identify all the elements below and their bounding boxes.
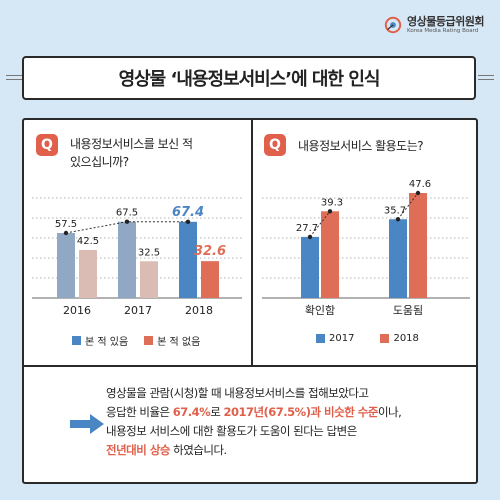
summary-line-2-mid: 로 [210, 405, 224, 419]
chart1-value-label-2017-not-seen: 32.5 [138, 247, 160, 258]
legend-item-2018: 2018 [380, 333, 419, 344]
chart2-trend-line-confirmed [309, 211, 331, 238]
chart2-category-label-helpful: 도움됨 [393, 304, 423, 317]
brand-name-ko: 영상물등급위원회 [407, 15, 484, 28]
chart2-trend-line-helpful [397, 192, 419, 220]
kmrb-logo-icon [384, 17, 402, 34]
legend-swatch-2017 [316, 334, 325, 343]
chart1-category-label-2017: 2017 [124, 304, 152, 317]
chart1-trend-point-1 [124, 219, 130, 224]
chart1-category-label-2016: 2016 [63, 304, 91, 317]
chart2-legend: 2017 2018 [316, 333, 419, 344]
chart1-trend-point-2 [185, 219, 191, 225]
chart1-bar-2017-seen [118, 221, 136, 298]
summary-line-2-post: 이나, [377, 405, 402, 419]
chart1-value-label-2018-seen: 67.4 [172, 205, 204, 220]
summary-line-2-pre: 응답한 비율은 [106, 405, 173, 419]
legend-swatch-seen [72, 336, 81, 345]
panel-divider-vertical [251, 120, 253, 365]
title-rail-right [478, 75, 494, 80]
q2-badge: Q [264, 134, 286, 156]
page-title: 영상물 ‘내용정보서비스’에 대한 인식 [118, 69, 381, 90]
chart1-value-label-2016-not-seen: 42.5 [77, 236, 99, 247]
chart1-bar-2018-not-seen [201, 261, 219, 298]
chart2-value-label-confirmed-2017: 27.7 [296, 223, 318, 234]
chart2-trend-point-confirmed-1 [327, 209, 333, 214]
chart2-category-label-confirmed: 확인함 [305, 304, 335, 317]
right-arrow-icon [70, 414, 104, 434]
chart1-bar-2018-seen [179, 221, 197, 298]
chart1-value-label-2017-seen: 67.5 [116, 208, 138, 219]
summary-line-2: 응답한 비율은 67.4%로 2017년(67.5%)과 비슷한 수준이나, [106, 403, 466, 422]
chart1-bar-2017-not-seen [140, 261, 158, 298]
chart1-legend: 본 적 있음 본 적 없음 [72, 333, 200, 348]
chart2-bar-confirmed-2018 [321, 211, 339, 298]
q1-line-1: 내용정보서비스를 보신 적 [70, 137, 193, 151]
legend-swatch-2018 [380, 334, 390, 343]
q2-question: 내용정보서비스 활용도는? [298, 137, 424, 155]
chart1-category-label-2018: 2018 [185, 304, 213, 317]
legend-label-not-seen: 본 적 없음 [157, 337, 201, 348]
brand: 영상물등급위원회 Korea Media Rating Board [384, 16, 484, 35]
q1-badge: Q [36, 134, 58, 156]
chart1-bar-2016-not-seen [79, 249, 97, 298]
chart1-trend-point-0 [63, 230, 69, 236]
main-card: Q 내용정보서비스를 보신 적 있으십니까? Q 내용정보서비스 활용도는? 5… [22, 118, 478, 484]
title-rail-left [6, 75, 22, 80]
chart2-trend-point-confirmed-0 [307, 234, 313, 240]
chart1-value-label-2016-seen: 57.5 [55, 219, 77, 230]
chart2-value-label-confirmed-2018: 39.3 [321, 197, 343, 208]
summary-line-4: 전년대비 상승 하였습니다. [106, 441, 466, 460]
chart1-value-label-2018-not-seen: 32.6 [194, 244, 226, 259]
legend-label-2018: 2018 [393, 333, 419, 344]
chart2-bar-helpful-2018 [409, 193, 427, 298]
summary-line-1: 영상물을 관람(시청)할 때 내용정보서비스를 접해보았다고 [106, 386, 369, 400]
legend-label-2017: 2017 [329, 333, 355, 344]
brand-name-en: Korea Media Rating Board [407, 28, 479, 34]
legend-item-not-seen: 본 적 없음 [144, 333, 200, 348]
charts-svg: 57.542.5 2016 67.5 32.5 2017 67.4 32.6 2018 27.7… [32, 179, 470, 317]
legend-item-2017: 2017 [316, 333, 354, 344]
q1-line-2: 있으십니까? [70, 155, 129, 169]
chart2-bar-confirmed-2017 [301, 236, 319, 298]
summary-highlight-similar: 2017년(67.5%)과 비슷한 수준 [223, 405, 378, 419]
chart1-trend-line [65, 221, 189, 234]
panel-divider-horizontal [24, 365, 476, 367]
legend-swatch-not-seen [144, 336, 154, 345]
legend-item-seen: 본 적 있음 [72, 333, 128, 348]
summary-highlight-rise: 전년대비 상승 [106, 443, 170, 457]
q2-line-1: 내용정보서비스 활용도는? [298, 139, 424, 153]
legend-label-seen: 본 적 있음 [85, 337, 129, 348]
chart2-trend-point-helpful-1 [415, 190, 421, 196]
chart2-value-label-helpful-2017: 35.7 [384, 205, 406, 216]
summary-line-3: 내용정보 서비스에 대한 활용도가 도움이 된다는 답변은 [106, 424, 357, 438]
chart2-value-label-helpful-2018: 47.6 [409, 179, 431, 190]
chart1-bar-2016-seen [57, 233, 75, 298]
summary-text: 영상물을 관람(시청)할 때 내용정보서비스를 접해보았다고 응답한 비율은 6… [106, 384, 466, 460]
chart2-trend-point-helpful-0 [395, 217, 401, 222]
summary-highlight-percent: 67.4% [172, 405, 211, 419]
summary-line-4-post: 하였습니다. [169, 443, 227, 457]
chart2-bar-helpful-2017 [389, 219, 407, 298]
title-box: 영상물 ‘내용정보서비스’에 대한 인식 [22, 56, 476, 100]
q1-question: 내용정보서비스를 보신 적 있으십니까? [70, 135, 193, 171]
